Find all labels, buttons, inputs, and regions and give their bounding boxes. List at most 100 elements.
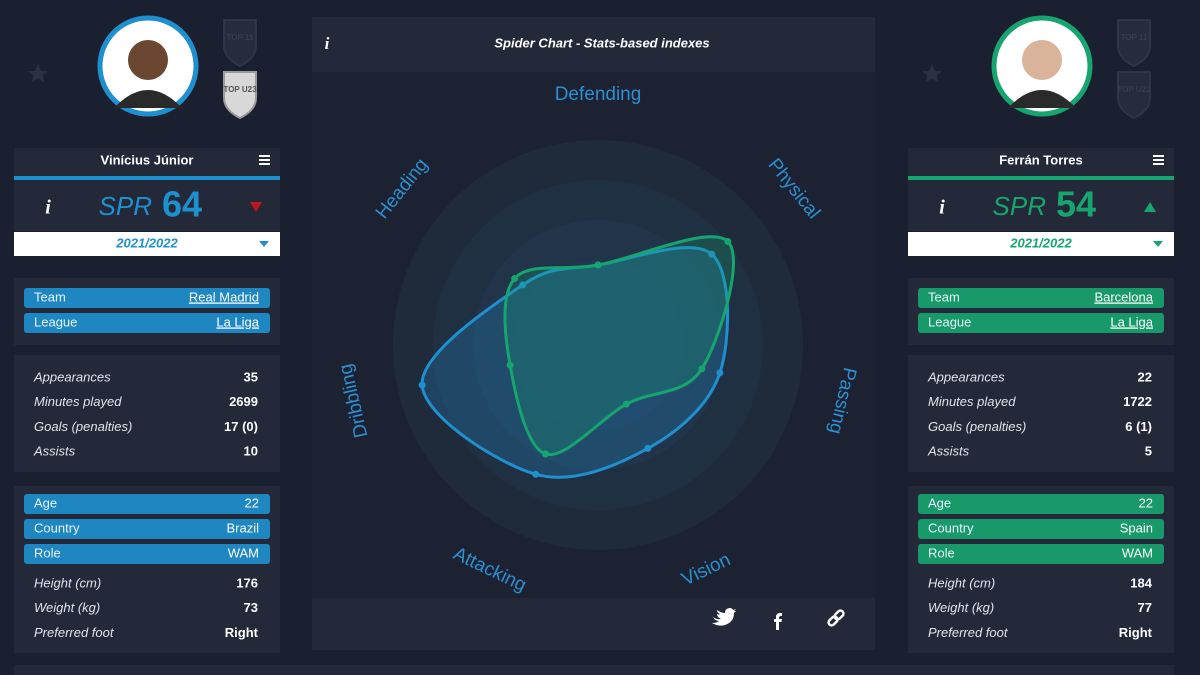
info-pill (24, 494, 270, 514)
season-select (908, 232, 1174, 256)
trend-arrow (1144, 202, 1156, 212)
pill-value: Spain (1120, 520, 1153, 535)
info-pill (24, 544, 270, 564)
spr-box (14, 180, 280, 231)
stat-value: Right (1119, 625, 1153, 640)
spr-value: 64 (162, 184, 202, 225)
radar-point (506, 361, 514, 369)
stat-label: Preferred foot (928, 625, 1009, 640)
stat-value: 5 (1145, 444, 1152, 459)
season-select (14, 232, 280, 256)
trend-arrow (250, 202, 262, 212)
info-icon: i (45, 197, 51, 219)
info-pill (24, 288, 270, 308)
info-pill (918, 519, 1164, 539)
pill-label: League (34, 314, 77, 329)
stat-value: 22 (1138, 369, 1152, 384)
pill-value: 22 (1139, 495, 1153, 510)
axis-label: Defending (555, 84, 642, 105)
stats-box (908, 355, 1174, 472)
season: 2021/2022 (1009, 235, 1072, 250)
name-bar (14, 148, 280, 176)
menu-icon (1153, 155, 1164, 157)
stat-label: Minutes played (34, 394, 122, 409)
radar-point (716, 369, 724, 377)
info-pill (918, 544, 1164, 564)
info-icon[interactable]: i (325, 34, 330, 53)
color-line (14, 176, 280, 180)
spr-label: SPR (993, 191, 1046, 221)
pill-label: League (928, 314, 971, 329)
radar-point (724, 237, 732, 245)
stat-value: 35 (244, 369, 258, 384)
stat-label: Weight (kg) (34, 600, 100, 615)
stat-value: 77 (1138, 600, 1152, 615)
facebook-icon[interactable] (774, 613, 782, 630)
spr-label: SPR (99, 191, 152, 221)
stat-value: 6 (1) (1125, 419, 1152, 434)
stat-label: Height (cm) (928, 575, 995, 590)
pill-label: Age (928, 495, 951, 510)
stat-label: Appearances (33, 369, 111, 384)
pill-value: La Liga (1110, 314, 1153, 329)
pill-label: Role (34, 545, 61, 560)
stats-box (14, 355, 280, 472)
stat-value: 184 (1130, 575, 1152, 590)
info-pill (918, 494, 1164, 514)
stat-value: 17 (0) (224, 419, 258, 434)
link-icon[interactable] (827, 609, 845, 627)
photo-head (128, 40, 168, 80)
stat-label: Goals (penalties) (928, 419, 1026, 434)
stat-label: Assists (927, 444, 970, 459)
radar-point (532, 470, 540, 478)
pill-value: Barcelona (1094, 289, 1153, 304)
twitter-icon[interactable] (712, 608, 736, 626)
spr-box (908, 180, 1174, 231)
pill-label: Country (928, 520, 974, 535)
badge (1117, 19, 1151, 68)
radar-point (594, 261, 602, 269)
color-line (908, 176, 1174, 180)
stat-label: Goals (penalties) (34, 419, 132, 434)
dropdown-caret (259, 241, 269, 247)
stat-value: 2699 (229, 394, 258, 409)
dropdown-caret (1153, 241, 1163, 247)
chart-footer (312, 598, 875, 650)
info-icon: i (939, 197, 945, 219)
radar-point (708, 250, 716, 258)
player-name: Ferrán Torres (999, 152, 1083, 167)
stat-value: 1722 (1123, 394, 1152, 409)
pill-label: Team (928, 289, 960, 304)
badge-label: TOP 11 (1121, 33, 1148, 42)
photo-body (114, 90, 182, 108)
photo-body (1008, 90, 1076, 108)
menu-icon (259, 163, 270, 165)
stat-value: 73 (244, 600, 258, 615)
star-icon (922, 64, 942, 83)
pill-value: Real Madrid (189, 289, 259, 304)
radar-point (542, 450, 550, 458)
pill-value: Brazil (226, 520, 259, 535)
chart-header (312, 17, 875, 72)
badge (1117, 71, 1151, 120)
spr-value: 54 (1056, 184, 1096, 225)
menu-icon (1153, 159, 1164, 161)
pill-value: La Liga (216, 314, 259, 329)
share-icons (712, 608, 845, 630)
pill-value: WAM (228, 545, 259, 560)
stat-value: Right (225, 625, 259, 640)
pill-value: WAM (1122, 545, 1153, 560)
badge (223, 71, 257, 120)
radar-point (622, 400, 630, 408)
stat-label: Assists (33, 444, 76, 459)
radar-point (418, 381, 426, 389)
radar-point (511, 275, 519, 283)
chart-title: Spider Chart - Stats-based indexes (494, 35, 709, 50)
stat-label: Height (cm) (34, 575, 101, 590)
stat-label: Preferred foot (34, 625, 115, 640)
info-pill (24, 313, 270, 333)
star-icon (28, 64, 48, 83)
menu-icon (1153, 163, 1164, 165)
stat-label: Minutes played (928, 394, 1016, 409)
stat-label: Weight (kg) (928, 600, 994, 615)
